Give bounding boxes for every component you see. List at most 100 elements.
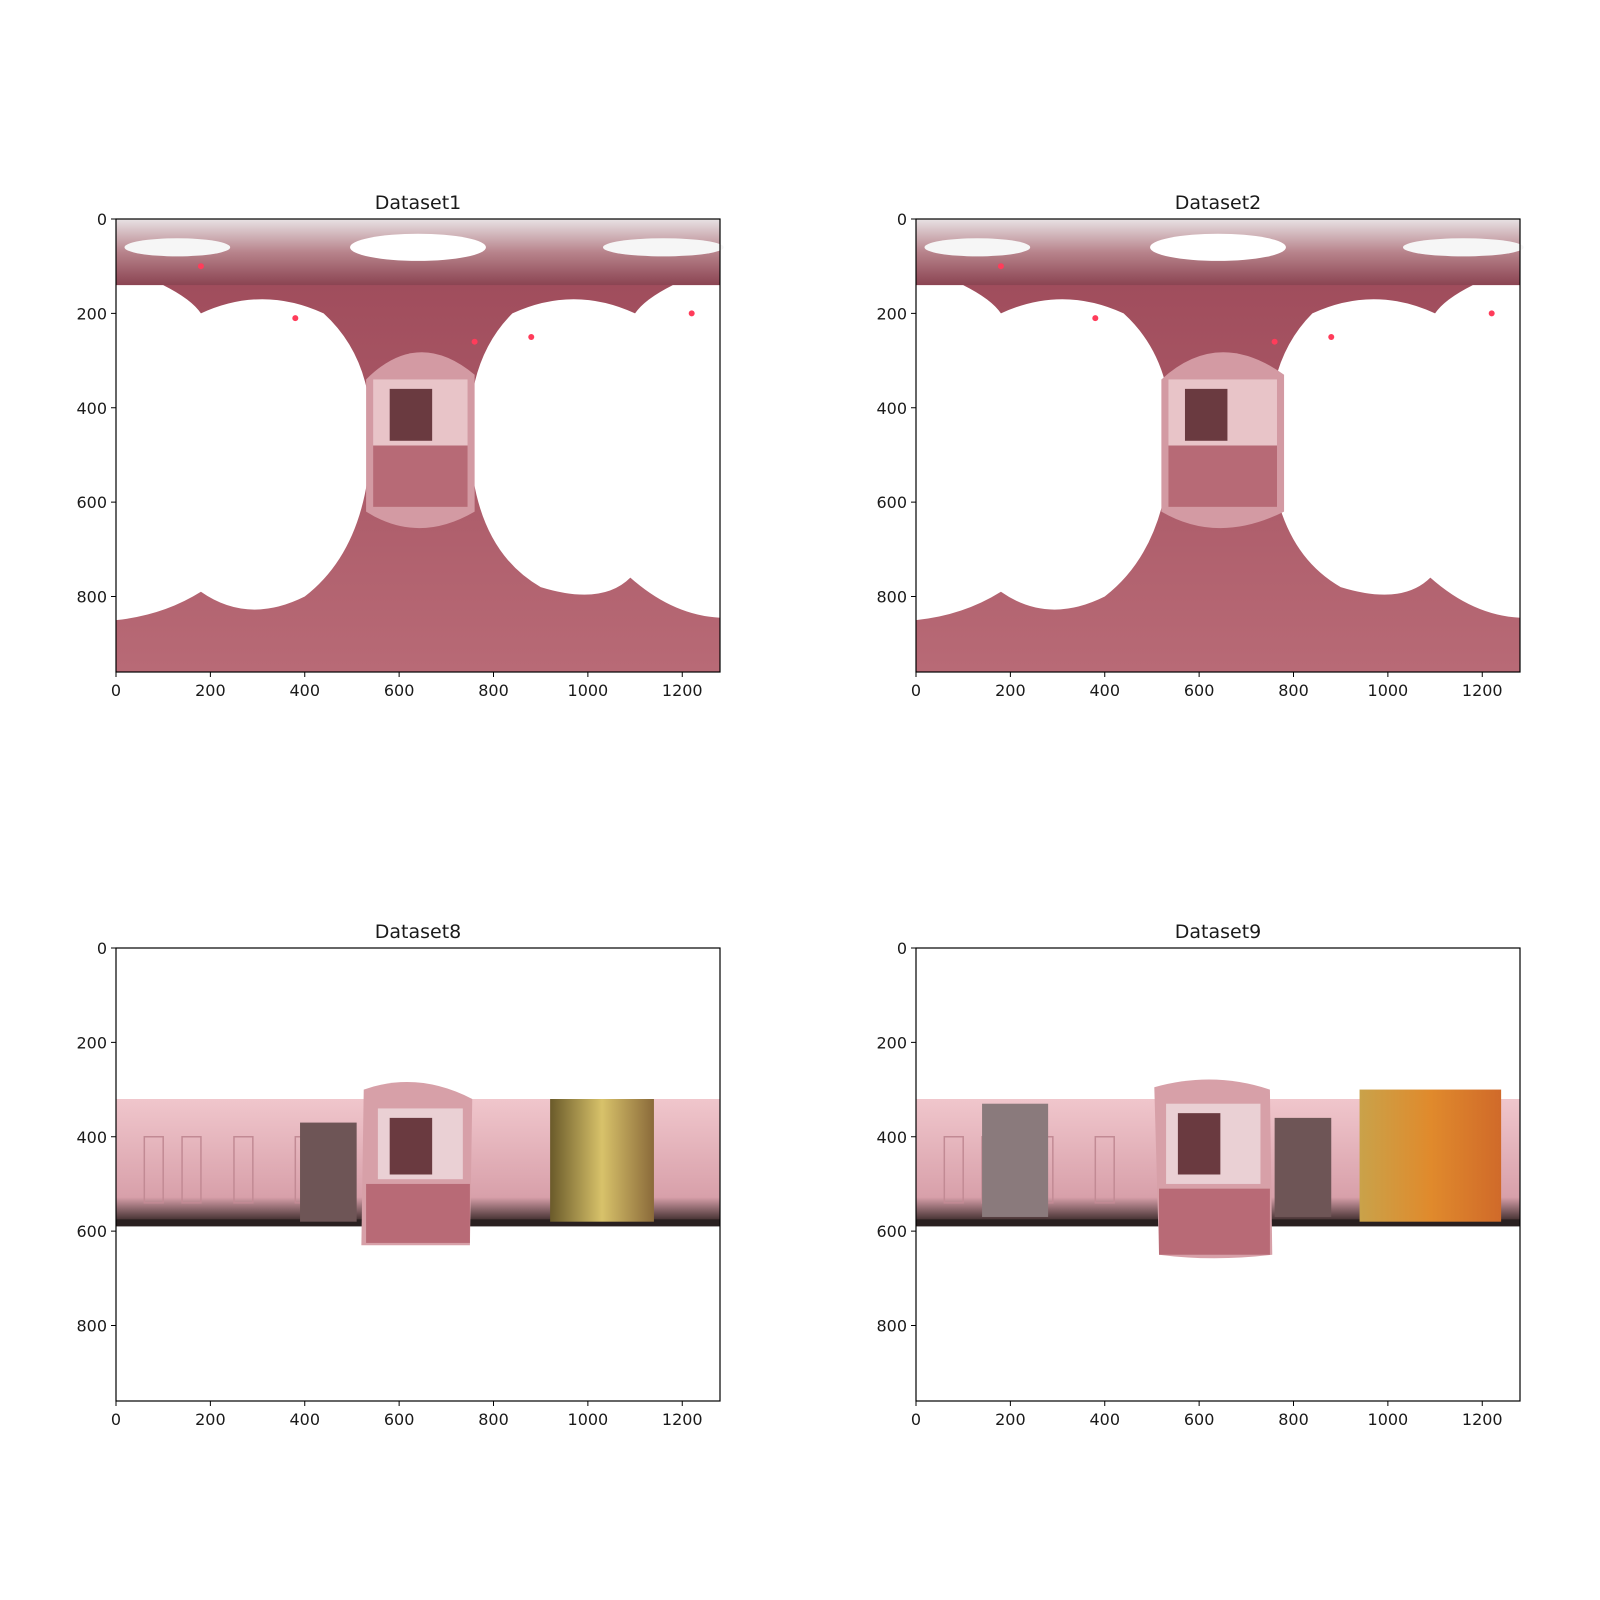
x-tick-label: 800: [478, 681, 509, 700]
room-carpet: [373, 445, 468, 507]
x-tick-label: 1200: [662, 681, 703, 700]
y-tick-label: 600: [876, 1222, 907, 1241]
room-carpet: [366, 1183, 470, 1243]
y-tick-label: 600: [876, 493, 907, 512]
wall-door: [181, 1136, 202, 1204]
room-carpet: [1159, 1188, 1270, 1255]
panorama-image: [916, 219, 1524, 672]
red-light: [997, 263, 1004, 270]
x-tick-label: 400: [1089, 681, 1120, 700]
x-tick-label: 1200: [1462, 681, 1503, 700]
panel-title: Dataset9: [1175, 921, 1262, 943]
y-tick-label: 800: [876, 588, 907, 607]
ceiling-light: [924, 238, 1031, 257]
ceiling-light: [1150, 233, 1286, 261]
room-doorway: [389, 1117, 433, 1175]
panorama-image: [916, 1079, 1520, 1259]
x-tick-label: 0: [111, 681, 121, 700]
red-light: [471, 338, 478, 345]
red-light: [528, 333, 535, 340]
y-tick-label: 200: [876, 304, 907, 323]
wall-door: [233, 1136, 254, 1204]
x-tick-label: 1200: [662, 1410, 703, 1429]
panel-title: Dataset1: [375, 192, 462, 214]
x-tick-label: 1000: [568, 1410, 609, 1429]
red-light: [1328, 333, 1335, 340]
x-tick-label: 0: [911, 681, 921, 700]
red-light: [1488, 310, 1495, 317]
y-tick-label: 800: [76, 588, 107, 607]
x-tick-label: 1000: [568, 681, 609, 700]
x-tick-label: 200: [995, 681, 1026, 700]
y-tick-label: 200: [76, 304, 107, 323]
x-tick-label: 800: [1278, 681, 1309, 700]
y-tick-label: 400: [76, 399, 107, 418]
red-light: [1092, 315, 1099, 322]
x-tick-label: 1200: [1462, 1410, 1503, 1429]
room-doorway: [389, 388, 433, 441]
hallway-opening: [300, 1122, 357, 1222]
hallway-opening: [1274, 1117, 1332, 1217]
axes-frame: [915, 218, 1521, 673]
room-doorway: [1177, 1113, 1221, 1175]
x-tick-label: 400: [1089, 1410, 1120, 1429]
panel-dataset9: Dataset9 0 200 400 600 800 1000 1200 0 200 400 600 8…: [876, 921, 1521, 1429]
y-tick-label: 0: [97, 939, 107, 958]
wall-door: [1094, 1136, 1115, 1204]
x-tick-label: 200: [995, 1410, 1026, 1429]
y-tick-label: 800: [76, 1317, 107, 1336]
unobserved-region: [916, 285, 1172, 621]
x-tick-label: 400: [289, 1410, 320, 1429]
x-tick-label: 600: [384, 1410, 415, 1429]
gold-wall-section: [550, 1099, 654, 1222]
ceiling-light: [124, 238, 231, 257]
y-tick-label: 200: [76, 1033, 107, 1052]
y-tick-label: 400: [76, 1128, 107, 1147]
room-doorway: [1184, 388, 1228, 441]
panel-dataset8: Dataset8 0 200 400 600 800 1000 1200 0 200 400 600 8…: [76, 921, 721, 1429]
x-tick-label: 0: [111, 1410, 121, 1429]
x-tick-label: 600: [384, 681, 415, 700]
y-tick-label: 600: [76, 1222, 107, 1241]
hallway-opening: [982, 1103, 1049, 1217]
x-tick-label: 600: [1184, 1410, 1215, 1429]
y-tick-label: 800: [876, 1317, 907, 1336]
axes-frame: [915, 947, 1521, 1402]
axes-frame: [115, 947, 721, 1402]
red-light: [1271, 338, 1278, 345]
unobserved-region: [1269, 285, 1520, 618]
y-tick-label: 600: [76, 493, 107, 512]
y-tick-label: 0: [97, 210, 107, 229]
y-tick-label: 0: [897, 210, 907, 229]
red-light: [292, 315, 299, 322]
y-tick-label: 400: [876, 399, 907, 418]
panel-dataset1: Dataset1 0 200 400 600 800 1000 1200 0 200 400 600 8…: [76, 192, 724, 700]
wall-door: [143, 1136, 164, 1204]
ceiling-light: [1402, 238, 1524, 257]
x-tick-label: 400: [289, 681, 320, 700]
y-tick-label: 0: [897, 939, 907, 958]
x-tick-label: 1000: [1368, 1410, 1409, 1429]
x-tick-label: 800: [1278, 1410, 1309, 1429]
panorama-image: [116, 219, 724, 672]
y-tick-label: 200: [876, 1033, 907, 1052]
panel-title: Dataset8: [375, 921, 462, 943]
x-tick-label: 200: [195, 681, 226, 700]
ceiling-light: [350, 233, 486, 261]
x-tick-label: 200: [195, 1410, 226, 1429]
x-tick-label: 800: [478, 1410, 509, 1429]
wall-door: [943, 1136, 964, 1204]
room-carpet: [1168, 445, 1277, 507]
orange-wall-section: [1359, 1089, 1502, 1222]
red-light: [197, 263, 204, 270]
panel-title: Dataset2: [1175, 192, 1262, 214]
unobserved-region: [469, 285, 720, 618]
axes-frame: [115, 218, 721, 673]
x-tick-label: 0: [911, 1410, 921, 1429]
panel-dataset2: Dataset2 0 200 400 600 800 1000 1200 0 200 400 600 8…: [876, 192, 1524, 700]
panorama-image: [116, 1082, 720, 1246]
x-tick-label: 600: [1184, 681, 1215, 700]
ceiling-light: [602, 238, 724, 257]
x-tick-label: 1000: [1368, 681, 1409, 700]
